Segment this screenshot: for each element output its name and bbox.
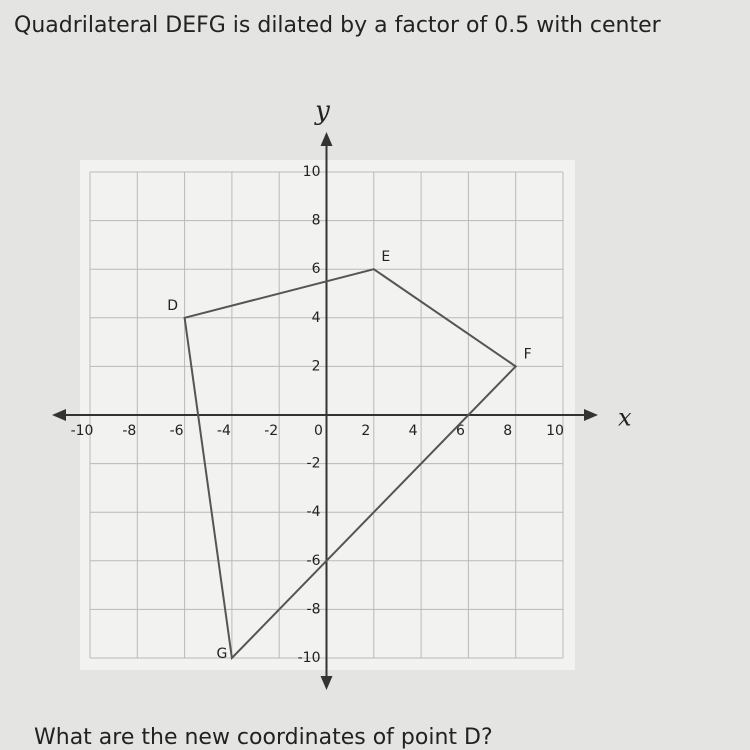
arrow bbox=[584, 409, 598, 421]
y-tick-label: 8 bbox=[312, 213, 321, 229]
quadrilateral bbox=[183, 268, 518, 661]
x-tick-label: 8 bbox=[503, 423, 512, 439]
x-tick-label: -8 bbox=[122, 423, 136, 439]
vertex-label: F bbox=[524, 346, 532, 362]
x-tick-label: 6 bbox=[456, 423, 465, 439]
y-tick-label: -6 bbox=[307, 553, 321, 569]
y-tick-label: 6 bbox=[312, 261, 321, 277]
x-tick-label: -10 bbox=[71, 423, 94, 439]
y-tick-label: -8 bbox=[307, 601, 321, 617]
y-tick-label: 2 bbox=[312, 358, 321, 374]
arrow bbox=[52, 409, 66, 421]
x-tick-label: 2 bbox=[361, 423, 370, 439]
x-tick-label: 4 bbox=[409, 423, 418, 439]
vertex-label: G bbox=[216, 646, 227, 662]
prompt-text: What are the new coordinates of point D? bbox=[34, 725, 493, 750]
arrow bbox=[320, 676, 333, 690]
vertex-label: E bbox=[381, 249, 390, 265]
x-tick-label: -6 bbox=[170, 423, 184, 439]
y-axis-label: y bbox=[314, 96, 330, 126]
x-tick-label: -2 bbox=[264, 423, 278, 439]
y-tick-label: -2 bbox=[307, 456, 321, 472]
y-tick-label: -4 bbox=[307, 504, 321, 520]
x-tick-label: 0 bbox=[314, 423, 323, 439]
x-tick-label: -4 bbox=[217, 423, 231, 439]
y-tick-label: -10 bbox=[298, 650, 321, 666]
question-text: Quadrilateral DEFG is dilated by a facto… bbox=[14, 13, 662, 38]
x-tick-label: 10 bbox=[546, 423, 564, 439]
arrow bbox=[320, 132, 333, 146]
x-axis-label: x bbox=[618, 404, 632, 432]
y-tick-label: 10 bbox=[303, 164, 321, 180]
coordinate-plane: x y -10 -8 -6 -4 -2 0 2 4 6 8 10 -10 -8 -6 -4 -2 2 4 6 8 10 D E F… bbox=[52, 96, 632, 690]
vertex-label: D bbox=[167, 298, 178, 314]
y-tick-label: 4 bbox=[312, 310, 321, 326]
